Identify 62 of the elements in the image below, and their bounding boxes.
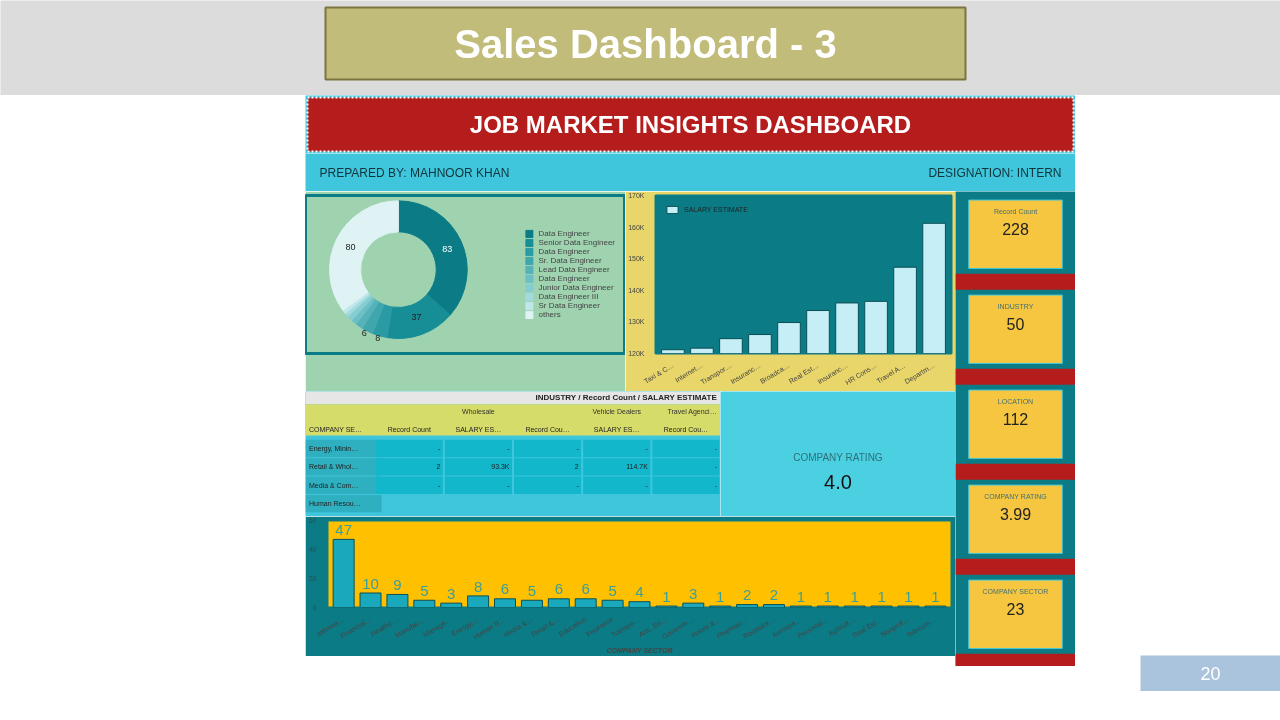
data-label: 3 — [447, 584, 456, 602]
legend-label: Data Engineer — [538, 247, 590, 256]
data-label: 23 — [1006, 600, 1025, 618]
data-label: 10 — [362, 574, 379, 592]
data-label: 1 — [823, 587, 832, 605]
bar — [574, 598, 597, 608]
bar — [413, 599, 436, 608]
data-label: 6 — [554, 580, 563, 598]
text: JOB MARKET INSIGHTS DASHBOARD — [469, 111, 912, 138]
text: INDUSTRY / Record Count / SALARY ESTIMATE — [535, 393, 718, 403]
data-label: 37 — [411, 312, 422, 323]
data-label: 3.99 — [999, 505, 1032, 523]
data-label: 8 — [375, 332, 381, 343]
data-label: 2 — [742, 586, 752, 604]
legend-label: others — [538, 310, 561, 319]
data-label: 1 — [931, 587, 940, 605]
text: 20 — [1200, 664, 1221, 684]
data-label: 228 — [1002, 220, 1029, 238]
data-label: 2 — [769, 586, 779, 604]
bar — [547, 598, 570, 608]
text: COMPANY RATING — [793, 452, 883, 464]
bar — [520, 599, 543, 608]
data-label: 3 — [689, 584, 698, 602]
bar — [332, 538, 355, 608]
legend-label: Data Engineer — [538, 229, 590, 238]
bar — [467, 595, 490, 608]
data-label: 1 — [662, 587, 671, 605]
bar — [359, 592, 382, 608]
data-label: 9 — [393, 576, 402, 594]
legend-label: Data Engineer III — [538, 292, 599, 301]
text: DESIGNATION: INTERN — [928, 165, 1062, 180]
legend-label: Junior Data Engineer — [538, 283, 614, 292]
data-label: 5 — [527, 581, 537, 599]
data-label: 6 — [361, 327, 367, 338]
data-label: 1 — [904, 587, 913, 605]
legend-label: Senior Data Engineer — [538, 238, 615, 247]
data-label: 4 — [635, 583, 644, 601]
data-label: 5 — [608, 581, 617, 599]
data-label: 83 — [442, 243, 453, 254]
data-label: 8 — [473, 577, 483, 595]
data-label: 112 — [1002, 410, 1029, 428]
legend-label: Data Engineer — [538, 274, 590, 283]
bar — [386, 593, 409, 608]
data-label: 5 — [420, 581, 429, 599]
data-label: 1 — [796, 587, 806, 605]
bar — [601, 599, 624, 608]
bar — [628, 601, 651, 608]
text: Sales Dashboard - 3 — [454, 21, 837, 66]
data-label: 1 — [850, 587, 859, 605]
legend-label: Sr Data Engineer — [538, 301, 600, 310]
text: 4.0 — [824, 471, 852, 494]
bar — [494, 598, 517, 608]
data-label: 80 — [345, 241, 356, 252]
data-label: 50 — [1006, 315, 1025, 333]
data-label: 1 — [877, 587, 886, 605]
data-label: 1 — [716, 587, 725, 605]
data-label: 47 — [335, 521, 352, 538]
legend-label: Sr. Data Engineer — [538, 256, 602, 265]
legend-label: Lead Data Engineer — [538, 265, 610, 274]
data-label: 6 — [581, 580, 590, 598]
text: PREPARED BY: MAHNOOR KHAN — [319, 165, 510, 180]
data-label: 6 — [500, 580, 510, 598]
